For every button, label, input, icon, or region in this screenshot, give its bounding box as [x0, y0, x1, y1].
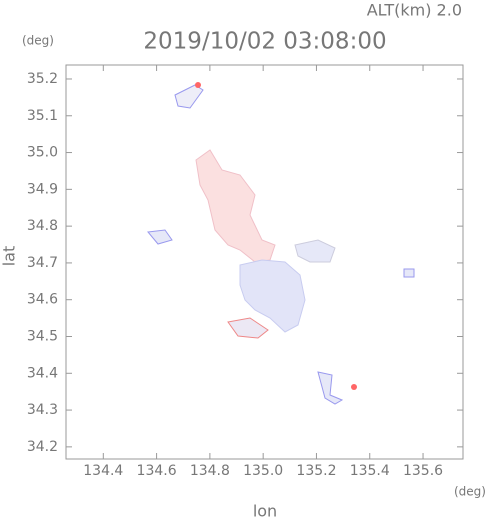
y-tick-label: 34.2	[27, 439, 58, 455]
x-tick-label: 135.0	[243, 463, 283, 479]
y-tick-label: 35.1	[27, 108, 58, 124]
x-tick-label: 135.2	[296, 463, 336, 479]
y-axis-label: lat	[0, 246, 19, 267]
y-tick-label: 34.4	[27, 365, 58, 381]
x-tick-label: 135.4	[350, 463, 390, 479]
x-tick-label: 135.6	[403, 463, 443, 479]
x-tick-label: 134.8	[190, 463, 230, 479]
echo-blob	[227, 317, 269, 339]
echo-spot	[195, 82, 201, 88]
echo-blob	[147, 229, 173, 245]
echo-blob	[317, 371, 344, 405]
y-tick-label: 34.8	[27, 218, 58, 234]
chart-title: 2019/10/02 03:08:00	[143, 29, 386, 55]
echo-field	[147, 82, 415, 405]
y-unit: (deg)	[22, 34, 54, 48]
y-tick-label: 35.2	[27, 71, 58, 87]
echo-blob	[403, 268, 415, 278]
echo-blob	[195, 149, 276, 263]
y-tick-label: 34.9	[27, 181, 58, 197]
y-tick-label: 34.6	[27, 292, 58, 308]
x-tick-label: 134.4	[83, 463, 123, 479]
echo-blob	[174, 84, 204, 109]
subtitle: ALT(km) 2.0	[367, 1, 462, 20]
y-tick-label: 35.0	[27, 145, 58, 161]
echo-blob	[239, 259, 306, 333]
y-tick-label: 34.5	[27, 328, 58, 344]
echo-spot	[351, 384, 357, 390]
x-tick-label: 134.6	[137, 463, 177, 479]
echo-blob	[294, 239, 336, 263]
y-tick-label: 34.3	[27, 402, 58, 418]
x-axis-label: lon	[253, 502, 277, 521]
plot-frame	[65, 64, 464, 460]
y-tick-label: 34.7	[27, 255, 58, 271]
x-unit: (deg)	[454, 485, 486, 499]
